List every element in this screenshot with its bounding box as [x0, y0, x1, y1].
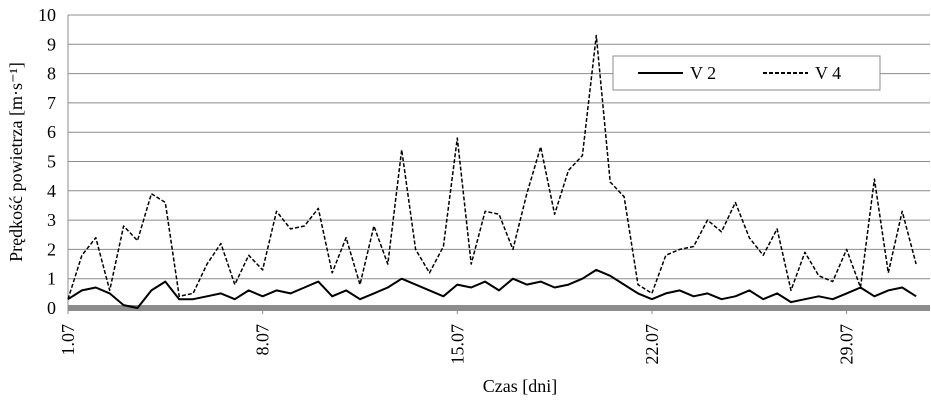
x-tick-label: 1.07 [58, 324, 78, 356]
y-tick-label: 3 [47, 210, 56, 230]
y-tick-label: 7 [47, 93, 56, 113]
y-tick-label: 0 [47, 298, 56, 318]
x-axis [68, 305, 930, 311]
y-axis-title: Prędkość powietrza [m·s⁻¹] [6, 62, 26, 262]
y-tick-label: 4 [47, 181, 56, 201]
y-tick-label: 5 [47, 152, 56, 172]
y-tick-label: 6 [47, 122, 56, 142]
y-tick-label: 9 [47, 34, 56, 54]
legend-label: V 4 [815, 63, 841, 83]
x-tick-label: 8.07 [253, 324, 273, 356]
y-tick-label: 1 [47, 269, 56, 289]
x-tick-label: 22.07 [642, 324, 662, 365]
x-axis-title: Czas [dni] [483, 376, 557, 396]
x-tick-label: 15.07 [447, 324, 467, 365]
legend-label: V 2 [690, 63, 716, 83]
x-tick-label: 29.07 [837, 324, 857, 365]
y-tick-label: 10 [38, 5, 56, 25]
series-line [67, 268, 917, 309]
y-tick-label: 8 [47, 64, 56, 84]
y-tick-label: 2 [47, 239, 56, 259]
series-line [67, 34, 917, 300]
